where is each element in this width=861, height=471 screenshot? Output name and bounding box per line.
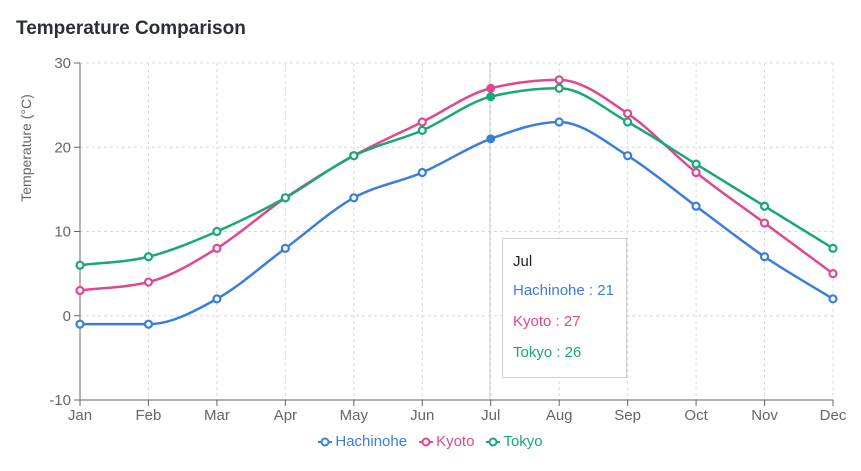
- y-tick-label: 20: [54, 139, 71, 156]
- series-line-hachinohe: [80, 120, 834, 326]
- data-point-hachinohe[interactable]: [759, 252, 770, 262]
- x-tick-label: Aug: [546, 407, 573, 424]
- x-tick-label: Jul: [481, 407, 500, 424]
- data-point-tokyo[interactable]: [759, 201, 770, 211]
- data-point-hachinohe[interactable]: [212, 294, 222, 304]
- legend-marker-icon: [486, 437, 501, 446]
- data-point-kyoto[interactable]: [212, 243, 222, 253]
- data-point-tokyo[interactable]: [143, 252, 154, 262]
- series-lines: [79, 78, 834, 326]
- x-tick-label: Sep: [614, 407, 641, 424]
- data-point-kyoto[interactable]: [691, 167, 701, 178]
- legend-label: Hachinohe: [335, 433, 408, 450]
- data-point-hachinohe[interactable]: [75, 319, 85, 329]
- data-point-kyoto[interactable]: [759, 218, 770, 228]
- data-point-tokyo[interactable]: [828, 243, 838, 253]
- data-point-kyoto[interactable]: [554, 75, 564, 85]
- data-point-hachinohe[interactable]: [349, 193, 359, 203]
- legend-label: Kyoto: [436, 433, 475, 450]
- data-point-kyoto[interactable]: [828, 269, 838, 279]
- legend-item-hachinohe[interactable]: Hachinohe: [318, 433, 407, 450]
- data-point-hachinohe[interactable]: [691, 201, 701, 211]
- legend: Hachinohe Kyoto Tokyo: [0, 433, 861, 450]
- x-tick-label: Feb: [136, 407, 162, 424]
- data-point-tokyo[interactable]: [623, 117, 633, 127]
- y-tick-label: 30: [54, 55, 71, 72]
- data-point-kyoto[interactable]: [143, 277, 154, 287]
- data-point-tokyo[interactable]: [212, 226, 222, 237]
- y-axis-label: Temperature (°C): [18, 94, 34, 202]
- tooltip-row-tokyo: Tokyo : 26: [513, 344, 582, 361]
- y-tick-label: 10: [54, 224, 71, 241]
- legend-marker-icon: [318, 437, 333, 446]
- data-point-active-tokyo[interactable]: [486, 92, 496, 102]
- data-point-tokyo[interactable]: [280, 193, 290, 203]
- legend-item-kyoto[interactable]: Kyoto: [419, 433, 474, 450]
- data-point-hachinohe[interactable]: [623, 151, 633, 161]
- axes: -10 0 10 20 30 Jan Feb Mar Apr May Jun Jul Aug Sep Oct…: [49, 55, 847, 424]
- x-tick-label: Apr: [274, 407, 297, 424]
- data-point-active-hachinohe[interactable]: [486, 134, 496, 144]
- data-point-kyoto[interactable]: [417, 117, 427, 127]
- data-point-hachinohe[interactable]: [828, 294, 838, 304]
- data-point-hachinohe[interactable]: [280, 243, 290, 253]
- data-point-hachinohe[interactable]: [554, 117, 564, 127]
- x-tick-label: May: [340, 407, 369, 424]
- data-point-tokyo[interactable]: [417, 125, 427, 135]
- series-line-tokyo: [79, 87, 834, 267]
- tooltip: Jul Hachinohe : 21 Kyoto : 27 Tokyo : 26: [502, 238, 627, 378]
- x-tick-label: Mar: [204, 407, 230, 424]
- data-point-kyoto[interactable]: [623, 108, 633, 119]
- x-tick-label: Oct: [684, 407, 708, 424]
- x-tick-label: Jun: [410, 407, 434, 424]
- grid-lines: [80, 62, 834, 400]
- data-point-tokyo[interactable]: [554, 83, 564, 93]
- tooltip-row-hachinohe: Hachinohe : 21: [513, 282, 614, 299]
- data-point-hachinohe[interactable]: [417, 167, 427, 178]
- series-points: [75, 75, 838, 329]
- chart-title: Temperature Comparison: [16, 18, 246, 39]
- legend-marker-icon: [419, 437, 434, 446]
- x-tick-label: Jan: [68, 407, 92, 424]
- data-point-kyoto[interactable]: [75, 285, 85, 296]
- legend-label: Tokyo: [503, 433, 543, 450]
- tooltip-label: Jul: [513, 253, 533, 270]
- y-tick-label: -10: [49, 392, 71, 409]
- tooltip-row-kyoto: Kyoto : 27: [513, 313, 581, 330]
- x-tick-label: Dec: [820, 407, 847, 424]
- data-point-tokyo[interactable]: [75, 260, 85, 270]
- data-point-active-kyoto[interactable]: [486, 83, 496, 93]
- data-point-tokyo[interactable]: [349, 151, 359, 161]
- y-tick-label: 0: [63, 308, 71, 325]
- data-point-hachinohe[interactable]: [143, 319, 154, 329]
- x-tick-label: Nov: [751, 407, 778, 424]
- legend-item-tokyo[interactable]: Tokyo: [486, 433, 543, 450]
- data-point-tokyo[interactable]: [691, 159, 701, 169]
